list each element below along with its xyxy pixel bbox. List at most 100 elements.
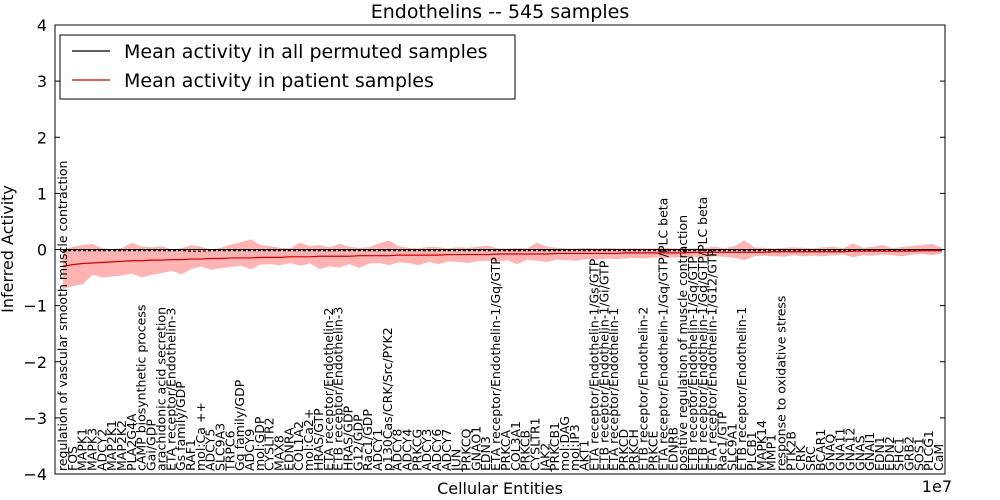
entity-label: cAMP biosynthetic process <box>134 305 149 471</box>
entity-label: ADCY5 <box>203 429 218 471</box>
entity-label: ETB receptor/Endothelin-3 <box>331 307 346 471</box>
entity-label: PRKCD <box>616 429 631 471</box>
y-tick-label: 1 <box>37 184 47 203</box>
entity-label: Rac1/GDP <box>360 409 375 471</box>
entity-label: JAK2 <box>537 443 552 472</box>
y-axis-ticks: 4 3 2 1 0 −1 −2 −3 −4 <box>23 16 945 484</box>
legend-label-patient: Mean activity in patient samples <box>124 70 434 92</box>
entity-label: EDN2 <box>882 436 897 471</box>
entity-label: ETA receptor/Endothelin-2 <box>321 308 336 471</box>
entity-label: MAP2K1 <box>104 420 119 471</box>
entity-label: MAPK14 <box>754 420 769 471</box>
entity-label: PLCG1 <box>921 430 936 471</box>
entity-label: COL1A2 <box>291 421 306 471</box>
entity-label: ETB receptor/Endothelin-1 <box>734 307 749 471</box>
chart-title: Endothelins -- 545 samples <box>371 1 630 23</box>
entity-label: GNA12 <box>842 428 857 472</box>
entity-label: EDNRB <box>665 427 680 471</box>
entity-label: Gs family/GDP <box>173 381 188 471</box>
entity-label: MAPK3 <box>85 428 100 471</box>
legend-label-permuted: Mean activity in all permuted samples <box>124 41 487 63</box>
entity-label: ADCY8 <box>390 429 405 471</box>
entity-label: mol:IP3 <box>567 424 582 471</box>
entity-label: ETA receptor/Endothelin-3 <box>163 308 178 471</box>
entity-label: SHC1 <box>892 437 907 471</box>
entity-label: ETB receptor/Endothelin-2 <box>636 307 651 471</box>
entity-label: EDN1 <box>872 436 887 471</box>
entity-label: PTK2B <box>783 431 798 471</box>
y-tick-label: 4 <box>37 16 47 35</box>
y-tick-label: −3 <box>23 409 47 428</box>
entity-label: regulation of vascular smooth muscle con… <box>55 161 70 471</box>
entity-label: ETA receptor/Endothelin-1 <box>606 308 621 471</box>
entity-label: p130Cas/CRK/Src/PYK2 <box>380 327 395 471</box>
entity-label: ADCY6 <box>429 429 444 471</box>
entity-label: CRK <box>793 445 808 471</box>
entity-label: Rac1/GTP <box>714 411 729 471</box>
x-axis-title: Cellular Entities <box>437 479 563 498</box>
legend-box <box>59 34 516 100</box>
entity-label: PRKCA <box>498 430 513 471</box>
y-tick-label: −4 <box>23 465 47 484</box>
entity-label: HRAS/GTP <box>311 408 326 471</box>
entity-label: SOS1 <box>911 437 926 471</box>
entity-label: ADCY2 <box>94 429 109 471</box>
entity-label: PRKCB1 <box>547 422 562 471</box>
entity-label: GNAQ <box>823 434 838 471</box>
entity-label: PLA2G4A <box>124 413 139 471</box>
entity-labels: regulation of vascular smooth muscle con… <box>55 161 946 472</box>
entity-label: SLC9A3 <box>212 423 227 471</box>
entity-label: GNAI1 <box>862 432 877 471</box>
y-tick-label: 0 <box>37 241 47 260</box>
entity-label: PRKCG <box>409 429 424 471</box>
entity-label: SLC9A1 <box>724 423 739 471</box>
entity-label: positive regulation of muscle contractio… <box>675 215 690 471</box>
entity-label: mol:GDP <box>252 416 267 471</box>
entity-label: GNA11 <box>833 428 848 472</box>
entity-label: JUN <box>449 449 464 472</box>
entity-label: MAPK1 <box>75 428 90 471</box>
y-tick-label: −1 <box>23 297 47 316</box>
entity-label: PRKCE <box>646 431 661 471</box>
entity-label: MMP1 <box>764 434 779 471</box>
entity-label: Gq family/GDP <box>232 379 247 471</box>
entity-label: CaM <box>931 444 946 471</box>
entity-label: Gai/GDP <box>144 419 159 471</box>
y-tick-label: −2 <box>23 353 47 372</box>
entity-label: ETB receptor/Endothelin-1/Gq/GTP/PLC bet… <box>695 197 710 471</box>
entity-label: mol:Ca2+ <box>301 409 316 471</box>
entity-label: COL3A1 <box>508 421 523 471</box>
entity-label: EDNRA <box>281 427 296 471</box>
entity-label: ADCY4 <box>399 429 414 471</box>
entity-label: ETB receptor/Endothelin-1/Gq/GTP <box>685 256 700 471</box>
entity-label: PRKCB <box>518 430 533 471</box>
series-layer <box>62 250 942 267</box>
entity-label: arachidonic acid secretion <box>153 307 168 471</box>
entity-label: BCAR1 <box>813 429 828 471</box>
y-tick-label: 3 <box>37 72 47 91</box>
entity-label: ETA receptor/Endothelin-1/Gq/GTP/PLC bet… <box>655 198 670 471</box>
entity-label: ETA receptor/Endothelin-1/G12/GTP <box>705 249 720 471</box>
entity-label: PLCB1 <box>744 431 759 471</box>
entity-label: ADCY9 <box>242 429 257 471</box>
y-axis-title: Inferred Activity <box>0 185 17 313</box>
entity-label: ETA receptor/Endothelin-1/Gq/GTP <box>488 257 503 471</box>
entity-label: AKT1 <box>577 440 592 471</box>
entity-label: ADCY7 <box>439 429 454 471</box>
entity-label: MAX8 <box>272 435 287 471</box>
entity-label: RAF1 <box>183 439 198 471</box>
entity-label: PRKCQ <box>459 429 474 471</box>
entity-label: GNAO1 <box>468 426 483 471</box>
patient-mean-line <box>62 250 942 267</box>
entity-label: EDN3 <box>478 436 493 471</box>
entity-label: SRC <box>803 446 818 471</box>
entity-label: mol:Ca ++ <box>193 402 208 471</box>
entity-label: CYSLTR2 <box>262 417 277 471</box>
entity-label: mol:DAG <box>557 416 572 471</box>
entity-label: GNAS <box>852 435 867 471</box>
entity-label: CYSLTR1 <box>527 417 542 471</box>
y-tick-label: 2 <box>37 128 47 147</box>
permuted-mean-line <box>63 250 942 252</box>
entity-label: PRKCH <box>626 429 641 471</box>
entity-label: ADCY3 <box>419 429 434 471</box>
